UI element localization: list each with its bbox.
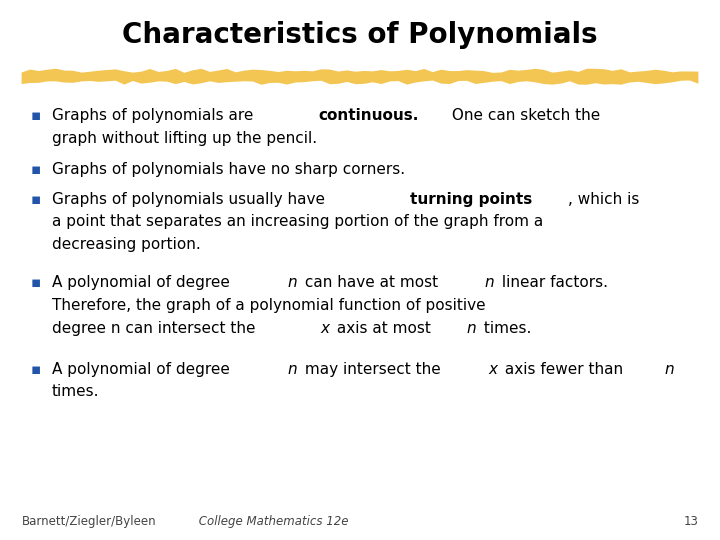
Text: continuous.: continuous. [318,108,418,123]
Text: degree n can intersect the: degree n can intersect the [52,321,260,336]
Text: a point that separates an increasing portion of the graph from a: a point that separates an increasing por… [52,214,543,230]
Text: Graphs of polynomials usually have: Graphs of polynomials usually have [52,192,330,207]
Polygon shape [22,69,698,85]
Text: can have at most: can have at most [300,275,443,291]
Text: Characteristics of Polynomials: Characteristics of Polynomials [122,21,598,49]
Text: 13: 13 [683,515,698,528]
Text: College Mathematics 12e: College Mathematics 12e [195,515,348,528]
Text: n: n [288,362,297,377]
Text: times.: times. [479,321,531,336]
Text: x: x [488,362,497,377]
Text: decreasing portion.: decreasing portion. [52,237,201,252]
Text: n: n [485,275,494,291]
Text: times.: times. [52,384,99,400]
Text: A polynomial of degree: A polynomial of degree [52,275,235,291]
Text: axis fewer than: axis fewer than [500,362,628,377]
Text: ▪: ▪ [30,362,40,377]
Text: , which is: , which is [568,192,639,207]
Text: n: n [466,321,476,336]
Text: n: n [665,362,675,377]
Text: linear factors.: linear factors. [497,275,608,291]
Text: x: x [320,321,330,336]
Text: axis at most: axis at most [333,321,436,336]
Text: may intersect the: may intersect the [300,362,446,377]
Text: Graphs of polynomials have no sharp corners.: Graphs of polynomials have no sharp corn… [52,162,405,177]
Text: Therefore, the graph of a polynomial function of positive: Therefore, the graph of a polynomial fun… [52,298,485,313]
Text: ▪: ▪ [30,162,40,177]
Text: One can sketch the: One can sketch the [448,108,600,123]
Text: turning points: turning points [410,192,533,207]
Text: A polynomial of degree: A polynomial of degree [52,362,235,377]
Text: ▪: ▪ [30,192,40,207]
Text: ▪: ▪ [30,108,40,123]
Text: graph without lifting up the pencil.: graph without lifting up the pencil. [52,131,317,146]
Text: Graphs of polynomials are: Graphs of polynomials are [52,108,258,123]
Text: n: n [288,275,297,291]
Text: ▪: ▪ [30,275,40,291]
Text: Barnett/Ziegler/Byleen: Barnett/Ziegler/Byleen [22,515,156,528]
